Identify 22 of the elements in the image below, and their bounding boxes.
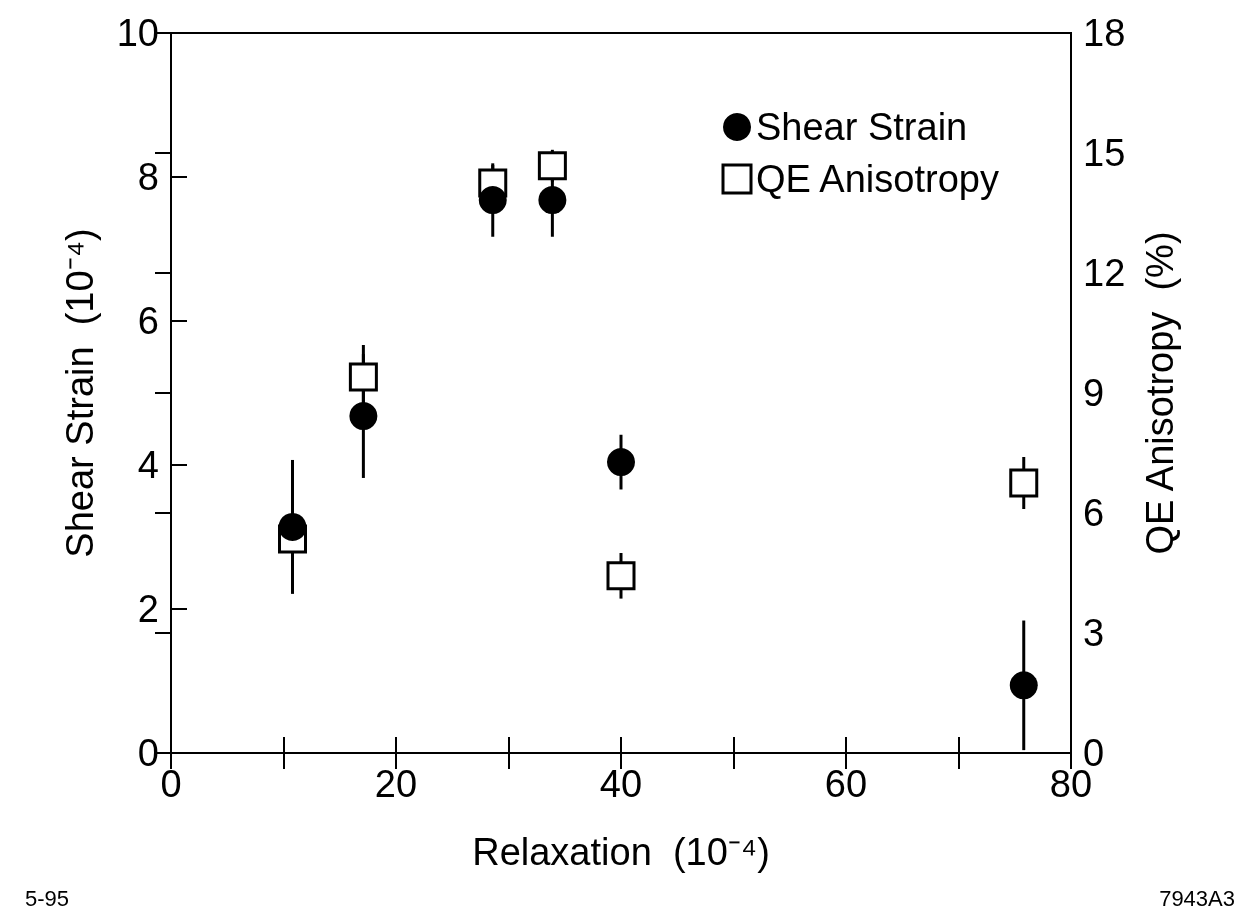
y-tick-label: 10 (116, 12, 159, 54)
legend-label: Shear Strain (756, 106, 968, 148)
text: 7943A3 (1159, 885, 1236, 911)
y-tick-label: 4 (137, 444, 159, 486)
x-tick-label: 40 (599, 763, 643, 805)
y2-axis-title: QE Anisotropy (%) (1139, 231, 1181, 555)
y-tick-label: 6 (137, 300, 159, 342)
y2-tick-label: 3 (1083, 612, 1105, 654)
y-tick-label: 2 (137, 588, 159, 630)
y-tick-label: 8 (137, 156, 159, 198)
legend-label: QE Anisotropy (756, 158, 999, 200)
text: 5-95 (25, 885, 70, 911)
y-tick-label: 0 (137, 732, 159, 774)
x-axis-title: Relaxation (10⁻⁴) (472, 831, 770, 873)
x-tick-label: 60 (824, 763, 868, 805)
y2-tick-label: 12 (1083, 252, 1126, 294)
y2-tick-label: 6 (1083, 492, 1105, 534)
y2-tick-label: 15 (1083, 132, 1126, 174)
y2-tick-label: 18 (1083, 12, 1126, 54)
y-axis-title: Shear Strain (10⁻⁴) (59, 228, 101, 558)
x-tick-label: 20 (374, 763, 418, 805)
y2-tick-label: 9 (1083, 372, 1105, 414)
